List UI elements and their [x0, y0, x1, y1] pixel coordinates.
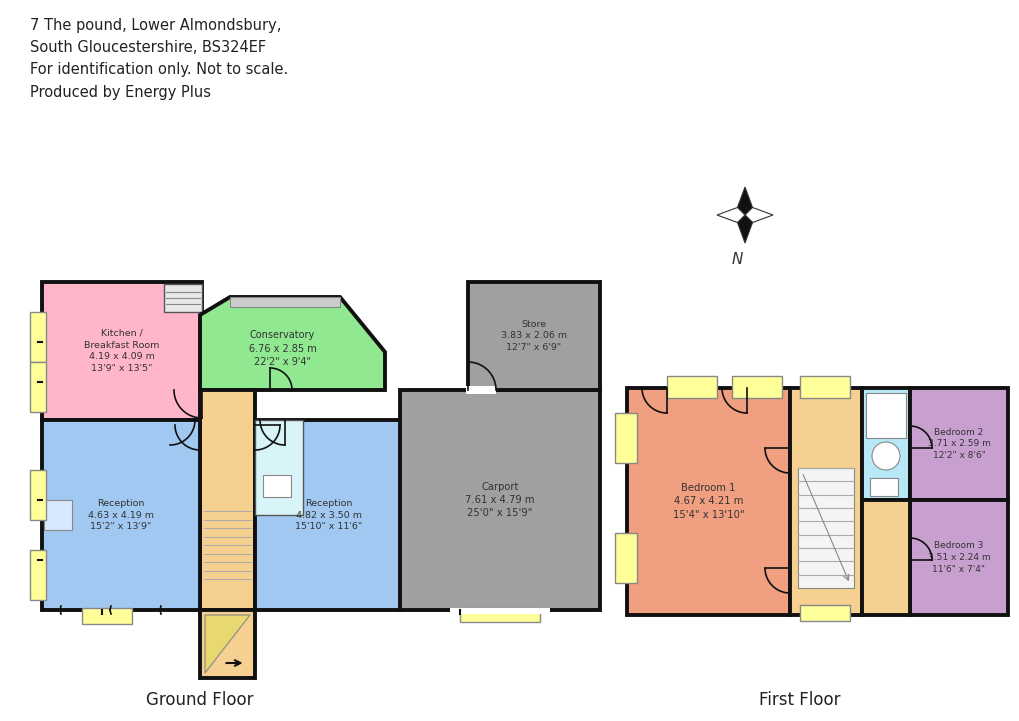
Text: First Floor: First Floor: [758, 691, 840, 709]
Text: Bedroom 2
3.71 x 2.59 m
12'2" x 8'6": Bedroom 2 3.71 x 2.59 m 12'2" x 8'6": [926, 428, 989, 460]
Bar: [790, 388, 861, 615]
Polygon shape: [200, 297, 384, 390]
Bar: [861, 388, 909, 500]
Bar: [799, 605, 849, 621]
Bar: [42, 282, 202, 420]
Polygon shape: [737, 187, 752, 215]
Bar: [42, 420, 200, 610]
Bar: [255, 420, 403, 610]
Text: Store
3.83 x 2.06 m
12'7" x 6'9": Store 3.83 x 2.06 m 12'7" x 6'9": [500, 319, 567, 353]
Bar: [909, 388, 1007, 500]
Bar: [30, 312, 46, 362]
Bar: [466, 386, 495, 394]
Bar: [82, 608, 131, 624]
Bar: [666, 376, 716, 398]
Bar: [30, 362, 46, 412]
Bar: [200, 390, 255, 610]
Bar: [399, 390, 599, 610]
Text: 7 The pound, Lower Almondsbury,
South Gloucestershire, BS324EF
For identificatio: 7 The pound, Lower Almondsbury, South Gl…: [30, 18, 288, 99]
Bar: [797, 468, 853, 588]
Polygon shape: [744, 208, 772, 223]
Text: Carport
7.61 x 4.79 m
25'0" x 15'9": Carport 7.61 x 4.79 m 25'0" x 15'9": [465, 482, 534, 518]
Bar: [627, 388, 790, 615]
Text: Reception
4.63 x 4.19 m
15'2" x 13'9": Reception 4.63 x 4.19 m 15'2" x 13'9": [88, 499, 154, 531]
Text: Ground Floor: Ground Floor: [146, 691, 254, 709]
Text: N: N: [731, 252, 742, 267]
Bar: [861, 500, 909, 615]
Bar: [200, 610, 255, 678]
Text: Conservatory
6.76 x 2.85 m
22'2" x 9'4": Conservatory 6.76 x 2.85 m 22'2" x 9'4": [249, 330, 316, 367]
Bar: [909, 500, 1007, 615]
Circle shape: [871, 442, 899, 470]
Text: Kitchen /
Breakfast Room
4.19 x 4.09 m
13'9" x 13'5": Kitchen / Breakfast Room 4.19 x 4.09 m 1…: [85, 329, 160, 373]
Bar: [732, 376, 782, 398]
Bar: [229, 297, 339, 307]
Bar: [30, 550, 46, 600]
Bar: [869, 478, 897, 496]
Bar: [255, 420, 303, 515]
Bar: [30, 470, 46, 520]
Bar: [614, 413, 637, 463]
Polygon shape: [716, 208, 744, 223]
Bar: [164, 284, 202, 312]
Bar: [614, 533, 637, 583]
Bar: [460, 608, 539, 622]
Bar: [44, 500, 72, 530]
Text: Bedroom 3
3.51 x 2.24 m
11'6" x 7'4": Bedroom 3 3.51 x 2.24 m 11'6" x 7'4": [926, 541, 989, 574]
Bar: [865, 393, 905, 438]
Text: Reception
4.82 x 3.50 m
15'10" x 11'6": Reception 4.82 x 3.50 m 15'10" x 11'6": [296, 499, 362, 531]
Bar: [449, 608, 549, 614]
Bar: [263, 475, 290, 497]
Bar: [799, 376, 849, 398]
Polygon shape: [205, 615, 250, 673]
Text: Bedroom 1
4.67 x 4.21 m
15'4" x 13'10": Bedroom 1 4.67 x 4.21 m 15'4" x 13'10": [672, 483, 744, 520]
Bar: [468, 282, 599, 390]
Circle shape: [267, 433, 290, 457]
Polygon shape: [737, 215, 752, 243]
